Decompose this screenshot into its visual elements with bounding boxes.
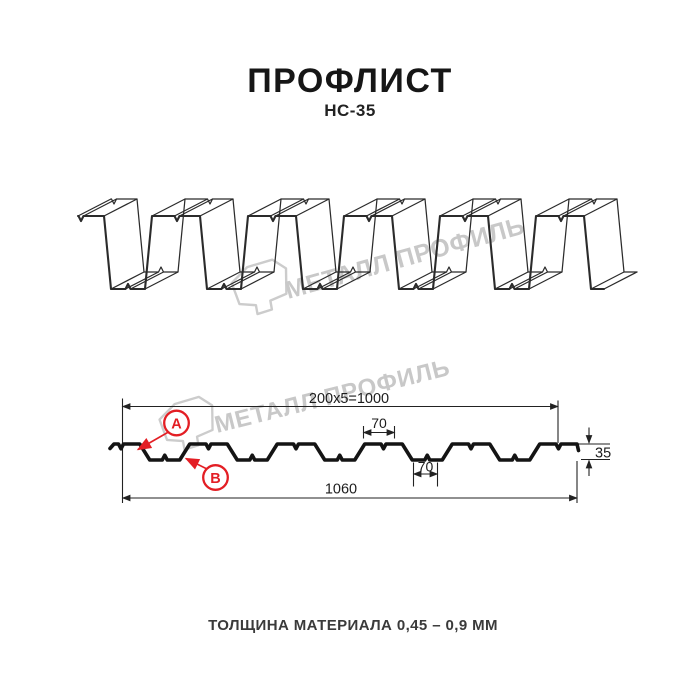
dim-profile-height: 35: [595, 446, 611, 462]
dim-rib-top-width: 70: [371, 415, 387, 431]
dimension-lines: [121, 398, 610, 503]
dim-rib-bottom-width: 70: [418, 459, 434, 475]
callout-b-label: B: [210, 471, 220, 487]
callout-a-circle: [163, 409, 190, 437]
callout-b: B: [184, 457, 229, 491]
profile-model-subtitle: НС-35: [324, 101, 376, 120]
profile-cross-section-outline: [108, 442, 581, 462]
dim-overall-width: 1060: [325, 482, 357, 498]
sheet-3d-drawing: МЕТАЛЛ ПРОФИЛЬ: [76, 198, 638, 319]
page-title: ПРОФЛИСТ: [247, 62, 453, 100]
watermark-lower: МЕТАЛЛ ПРОФИЛЬ: [155, 354, 453, 455]
cross-section-diagram: МЕТАЛЛ ПРОФИЛЬ: [108, 354, 611, 503]
callout-a-label: A: [171, 416, 182, 432]
header: ПРОФЛИСТ НС-35: [247, 62, 453, 120]
sheet-3d-body: [78, 199, 637, 289]
thickness-note: ТОЛЩИНА МАТЕРИАЛА 0,45 – 0,9 ММ: [208, 617, 498, 634]
dim-module-width: 200x5=1000: [309, 391, 389, 407]
callout-a: A: [136, 409, 190, 451]
callout-b-circle: [202, 464, 229, 491]
sheet-3d-fold-lines: [77, 198, 638, 290]
